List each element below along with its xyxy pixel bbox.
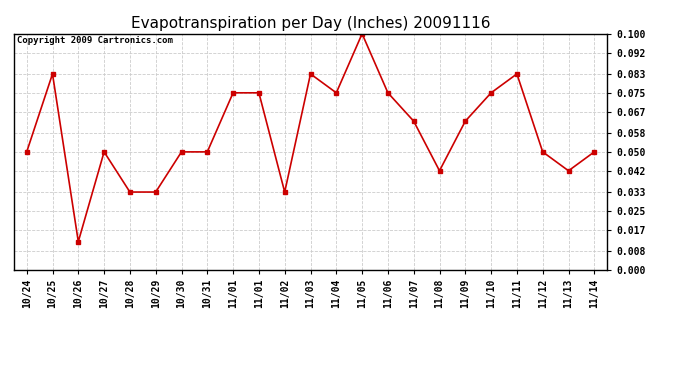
Title: Evapotranspiration per Day (Inches) 20091116: Evapotranspiration per Day (Inches) 2009… bbox=[130, 16, 491, 31]
Text: Copyright 2009 Cartronics.com: Copyright 2009 Cartronics.com bbox=[17, 36, 172, 45]
